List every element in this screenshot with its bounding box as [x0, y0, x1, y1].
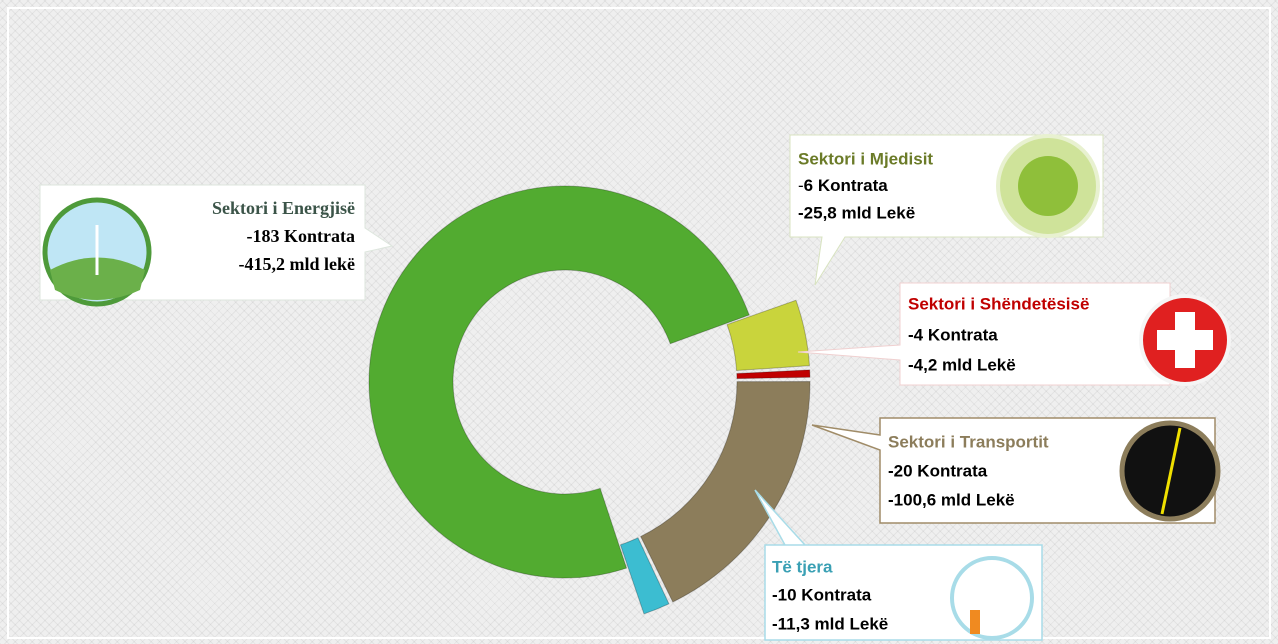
contracts-label: -183 Kontrata: [247, 226, 355, 246]
contracts-label: 6 Kontrata: [804, 176, 889, 195]
callout-energy: Sektori i Energjisë -183 Kontrata -415,2…: [40, 185, 392, 304]
contracts-label: -20 Kontrata: [888, 461, 988, 480]
icon: [970, 610, 980, 634]
value-label: -25,8 mld Lekë: [798, 203, 915, 222]
chart: Sektori i Energjisë -183 Kontrata -415,2…: [0, 0, 1278, 644]
icon: [952, 558, 1032, 638]
callout-title: Sektori i Transportit: [888, 432, 1049, 451]
callout-transport: Sektori i Transportit -20 Kontrata -100,…: [812, 418, 1218, 523]
callout-title: Të tjera: [772, 557, 833, 576]
callout-health: Sektori i Shëndetësisë -4 Kontrata -4,2 …: [798, 283, 1229, 385]
value-label: -415,2 mld lekë: [239, 254, 356, 274]
icon: [1018, 156, 1078, 216]
callout-title: Sektori i Shëndetësisë: [908, 294, 1089, 313]
contracts-label: -10 Kontrata: [772, 585, 872, 604]
page: Sektori i Energjisë -183 Kontrata -415,2…: [0, 0, 1278, 644]
value-label: -11,3 mld Lekë: [772, 614, 888, 633]
callout-title: Sektori i Mjedisit: [798, 149, 933, 168]
contracts-label: -4 Kontrata: [908, 325, 998, 344]
donut-segment: [737, 370, 810, 379]
contracts-label: -6 Kontrata: [798, 176, 888, 195]
callout-environment: Sektori i Mjedisit -6 Kontrata -25,8 mld…: [790, 135, 1103, 285]
donut: [369, 186, 810, 614]
value-label: -100,6 mld Lekë: [888, 490, 1015, 509]
callout-title: Sektori i Energjisë: [212, 198, 355, 218]
value-label: -4,2 mld Lekë: [908, 355, 1016, 374]
